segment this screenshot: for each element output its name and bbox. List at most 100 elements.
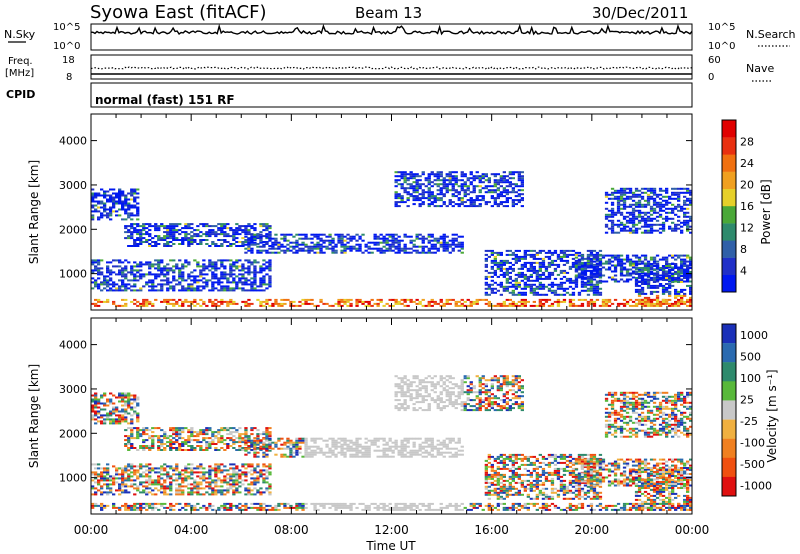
power-cell <box>677 197 681 200</box>
velocity-cell <box>208 469 212 472</box>
power-cell <box>619 270 624 273</box>
power-cell <box>403 171 407 174</box>
power-cell <box>127 204 131 207</box>
velocity-cell <box>184 441 188 444</box>
power-cell <box>616 191 621 194</box>
power-cell <box>253 229 257 232</box>
velocity-cell <box>112 504 116 507</box>
power-cell <box>640 288 645 291</box>
power-cell <box>91 192 95 195</box>
power-cell <box>127 229 131 232</box>
power-cell <box>622 302 627 305</box>
power-cell <box>613 254 618 257</box>
power-cell <box>241 243 245 245</box>
power-cell <box>157 265 161 268</box>
power-cell <box>493 251 497 254</box>
power-cell <box>283 245 287 248</box>
power-cell <box>686 227 690 230</box>
power-cell <box>544 267 549 270</box>
velocity-cell <box>268 439 272 442</box>
power-cell <box>166 300 170 303</box>
power-cell <box>400 171 404 174</box>
velocity-cell <box>253 471 257 474</box>
velocity-cell <box>262 463 266 466</box>
power-cell <box>436 247 440 250</box>
power-cell <box>523 273 527 276</box>
power-cell <box>394 302 398 305</box>
velocity-cell <box>151 431 155 434</box>
power-cell <box>598 260 603 263</box>
power-cell <box>592 300 597 303</box>
velocity-cell <box>268 445 272 447</box>
power-cell <box>680 300 684 303</box>
power-cell <box>451 247 455 250</box>
velocity-cell <box>130 508 134 511</box>
velocity-cell <box>178 445 182 447</box>
power-cell <box>484 201 488 204</box>
velocity-cell <box>241 483 245 486</box>
power-cell <box>637 270 642 273</box>
velocity-cell <box>151 502 155 505</box>
power-cell <box>562 300 567 303</box>
power-cell <box>683 258 687 261</box>
power-cell <box>169 281 173 284</box>
power-cell <box>136 218 140 221</box>
power-cell <box>169 298 173 301</box>
velocity-cell <box>235 483 239 486</box>
power-cell <box>244 231 248 234</box>
power-cell <box>253 243 257 246</box>
power-cell <box>649 187 654 190</box>
power-cell <box>658 274 663 277</box>
power-cell <box>406 251 410 254</box>
power-cell <box>151 237 155 240</box>
power-cell <box>265 227 269 230</box>
velocity-cell <box>139 467 143 470</box>
power-cell <box>520 271 524 274</box>
power-cell <box>652 286 657 289</box>
power-cell <box>109 277 113 280</box>
velocity-cell <box>187 471 191 474</box>
power-cell <box>541 271 546 274</box>
power-cell <box>655 219 660 222</box>
power-cell <box>604 280 609 283</box>
power-cell <box>136 300 140 303</box>
velocity-cell <box>124 443 128 445</box>
freq-panel-frame <box>90 54 693 80</box>
power-cell <box>361 239 365 242</box>
power-cell <box>622 304 627 307</box>
power-cell <box>421 235 425 238</box>
power-cell <box>559 259 564 262</box>
power-cell <box>268 281 272 284</box>
power-cell <box>235 261 239 264</box>
velocity-cell <box>169 429 173 432</box>
power-cell <box>619 223 624 226</box>
velocity-cell <box>238 475 242 478</box>
power-cell <box>172 237 176 240</box>
power-cell <box>397 171 401 174</box>
velocity-cell <box>103 392 107 395</box>
velocity-cell <box>220 489 224 492</box>
velocity-cell <box>268 471 272 474</box>
velocity-cell <box>130 485 134 488</box>
power-cell <box>646 223 651 226</box>
power-cell <box>196 285 200 288</box>
velocity-cell <box>268 441 272 444</box>
power-cell <box>97 283 101 286</box>
power-cell <box>631 231 636 234</box>
power-cell <box>493 189 497 192</box>
power-cell <box>583 289 588 292</box>
power-cell <box>124 304 128 307</box>
velocity-cell <box>94 473 98 476</box>
power-cell <box>511 203 515 206</box>
velocity-cell <box>160 485 164 488</box>
power-cell <box>658 207 663 210</box>
power-cell <box>265 300 269 303</box>
power-cell <box>677 215 681 218</box>
power-cell <box>478 199 482 202</box>
power-cell <box>130 223 134 226</box>
power-cell <box>421 241 425 244</box>
power-cell <box>487 255 491 258</box>
power-cell <box>649 195 654 198</box>
velocity-cell <box>208 477 212 480</box>
power-cell <box>370 304 374 307</box>
